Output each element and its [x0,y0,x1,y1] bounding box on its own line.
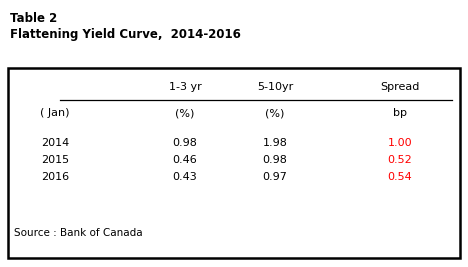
Text: 0.54: 0.54 [388,172,412,182]
Text: Flattening Yield Curve,  2014-2016: Flattening Yield Curve, 2014-2016 [10,28,241,41]
Text: 1-3 yr: 1-3 yr [168,82,201,92]
Text: 1.00: 1.00 [388,138,412,148]
Text: Table 2: Table 2 [10,12,57,25]
Text: 0.97: 0.97 [263,172,287,182]
Text: (%): (%) [265,108,285,118]
Text: 0.52: 0.52 [388,155,412,165]
Text: 5-10yr: 5-10yr [257,82,293,92]
Text: Spread: Spread [380,82,420,92]
Text: Source : Bank of Canada: Source : Bank of Canada [14,228,143,238]
Text: ( Jan): ( Jan) [40,108,70,118]
Text: 2015: 2015 [41,155,69,165]
Text: bp: bp [393,108,407,118]
Text: (%): (%) [176,108,195,118]
Bar [8,68,460,258]
Text: 1.98: 1.98 [263,138,287,148]
Text: 2016: 2016 [41,172,69,182]
Text: 0.46: 0.46 [173,155,197,165]
Text: 0.98: 0.98 [263,155,287,165]
Text: 2014: 2014 [41,138,69,148]
Text: 0.98: 0.98 [173,138,197,148]
Text: 0.43: 0.43 [173,172,197,182]
